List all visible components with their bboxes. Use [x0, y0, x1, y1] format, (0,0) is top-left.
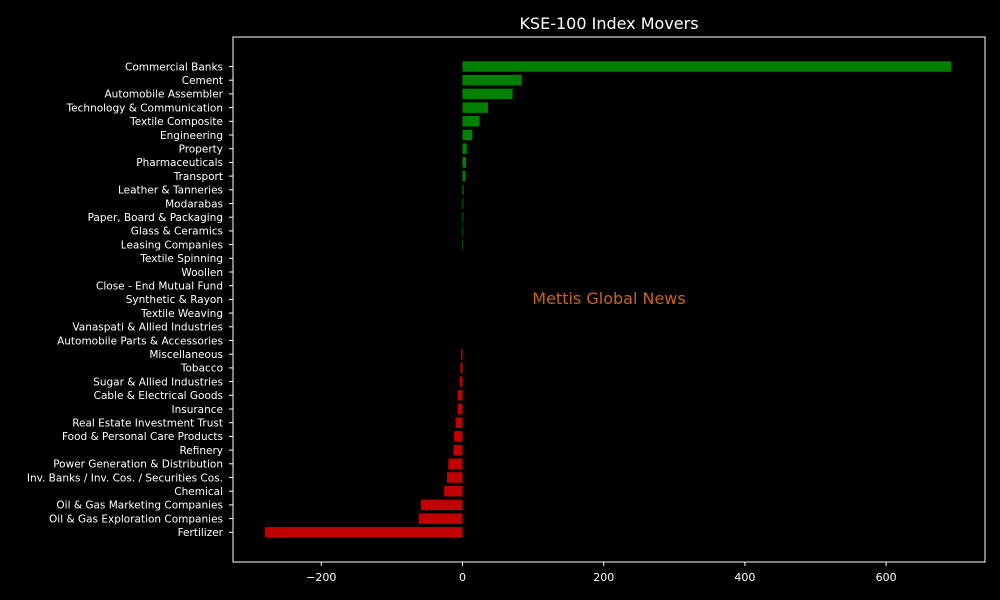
- bar: [418, 513, 463, 524]
- category-label: Paper, Board & Packaging: [88, 212, 223, 224]
- category-label: Chemical: [174, 486, 223, 498]
- bars-group: [264, 61, 952, 538]
- x-tick-label: 0: [459, 571, 466, 584]
- bar: [462, 170, 466, 182]
- category-label: Miscellaneous: [149, 349, 223, 361]
- category-label: Glass & Ceramics: [131, 226, 223, 238]
- category-label: Transport: [173, 171, 223, 183]
- category-label: Leasing Companies: [121, 239, 223, 251]
- category-label: Cable & Electrical Goods: [94, 390, 223, 402]
- category-label: Commercial Banks: [125, 61, 223, 73]
- category-label: Textile Composite: [129, 116, 223, 128]
- category-label: Property: [179, 144, 223, 156]
- category-label: Insurance: [171, 404, 223, 416]
- bar: [462, 116, 480, 127]
- x-tick-label: 600: [876, 571, 897, 584]
- category-label: Woollen: [181, 267, 223, 279]
- bar: [462, 74, 522, 86]
- category-label: Refinery: [179, 445, 223, 457]
- category-label: Textile Spinning: [139, 253, 223, 265]
- bar: [462, 129, 473, 141]
- category-label: Automobile Assembler: [105, 89, 224, 101]
- watermark-text: Mettis Global News: [532, 289, 685, 308]
- bar: [457, 403, 463, 415]
- bar: [462, 88, 513, 100]
- category-label: Close - End Mutual Fund: [96, 281, 223, 293]
- x-tick-label: 200: [593, 571, 614, 584]
- bar: [462, 225, 464, 237]
- bar: [460, 362, 463, 374]
- category-label: Automobile Parts & Accessories: [57, 335, 223, 347]
- category-label: Oil & Gas Marketing Companies: [56, 500, 223, 512]
- x-tick-label: 400: [734, 571, 755, 584]
- x-tick-label: −200: [306, 571, 336, 584]
- category-label: Leather & Tanneries: [118, 185, 223, 197]
- category-label: Fertilizer: [178, 527, 224, 539]
- x-axis-ticks-group: −200 0 200 400 600: [306, 562, 897, 584]
- bar: [462, 211, 464, 223]
- category-label: Pharmaceuticals: [136, 157, 223, 169]
- category-label: Engineering: [160, 130, 223, 142]
- category-label: Real Estate Investment Trust: [72, 418, 223, 430]
- bar: [264, 527, 463, 538]
- category-label: Technology & Communication: [66, 102, 223, 114]
- category-label: Food & Personal Care Products: [62, 431, 223, 443]
- bar: [457, 390, 463, 401]
- bar: [448, 458, 463, 470]
- category-labels-group: Commercial Banks Cement Automobile Assembl…: [27, 61, 233, 539]
- bar: [459, 376, 463, 387]
- chart-title: KSE-100 Index Movers: [519, 14, 698, 33]
- category-label: Vanaspati & Allied Industries: [72, 322, 223, 334]
- bar: [462, 157, 467, 168]
- category-label: Power Generation & Distribution: [53, 459, 223, 471]
- bar: [462, 239, 464, 250]
- bar: [453, 444, 463, 456]
- category-label: Inv. Banks / Inv. Cos. / Securities Cos.: [27, 472, 223, 484]
- bar: [462, 198, 464, 209]
- bar: [461, 348, 463, 360]
- bar: [444, 485, 463, 497]
- bar: [462, 61, 952, 72]
- category-label: Cement: [182, 75, 223, 87]
- bar: [462, 143, 467, 154]
- bar: [420, 499, 463, 511]
- category-label: Synthetic & Rayon: [126, 294, 223, 306]
- bar: [446, 472, 463, 483]
- category-label: Textile Weaving: [140, 308, 223, 320]
- bar: [455, 417, 463, 428]
- category-label: Tobacco: [180, 363, 223, 375]
- bar: [462, 102, 488, 113]
- bar: [454, 431, 463, 442]
- category-label: Modarabas: [165, 198, 223, 210]
- bar: [462, 184, 464, 196]
- category-label: Oil & Gas Exploration Companies: [49, 513, 223, 525]
- category-label: Sugar & Allied Industries: [93, 376, 223, 388]
